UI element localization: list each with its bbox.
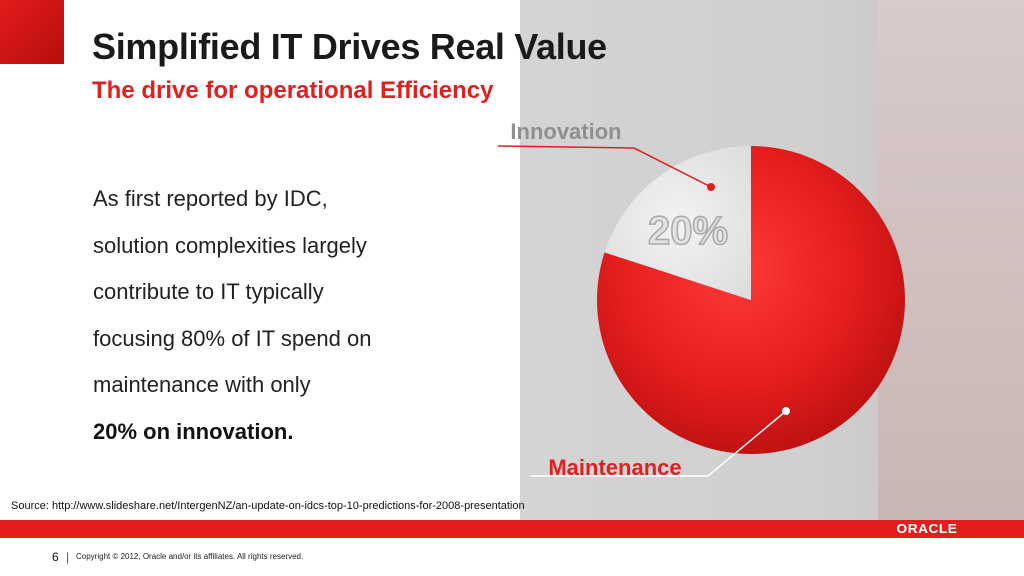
body-line: maintenance with only [93, 372, 311, 397]
body-text: As first reported by IDC, solution compl… [93, 176, 453, 455]
innovation-label: Innovation [510, 119, 621, 144]
footer-red-bar [0, 520, 1024, 538]
body-line: contribute to IT typically [93, 279, 324, 304]
footer [0, 538, 1024, 576]
body-line: solution complexities largely [93, 232, 367, 258]
maintenance-label: Maintenance [548, 455, 681, 480]
body-line: As first reported by IDC, [93, 186, 328, 211]
slide-subtitle: The drive for operational Efficiency [92, 77, 494, 104]
body-line: focusing 80% of IT spend on [93, 325, 372, 351]
innovation-value-label: 20% [648, 209, 728, 253]
corner-accent-square [0, 0, 64, 64]
background-panel-right [878, 0, 1024, 520]
maintenance-leader-line [530, 410, 787, 477]
pie-slice-innovation [604, 146, 751, 300]
page-number: 6 [52, 550, 59, 564]
oracle-logo: ORACLE [896, 521, 958, 536]
source-citation: Source: http://www.slideshare.net/Interg… [11, 500, 525, 512]
innovation-leader-dot [707, 183, 715, 191]
slide-title: Simplified IT Drives Real Value [92, 26, 607, 67]
maintenance-leader-dot [782, 407, 790, 415]
innovation-leader-line [497, 145, 712, 188]
body-line-bold: 20% on innovation. [93, 418, 294, 444]
copyright-notice: Copyright © 2012, Oracle and/or its affi… [76, 552, 304, 561]
footer-separator: | [66, 550, 70, 564]
